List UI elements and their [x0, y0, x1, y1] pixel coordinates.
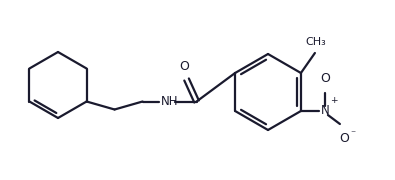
Text: O: O [180, 60, 190, 73]
Text: ⁻: ⁻ [350, 129, 355, 139]
Text: +: + [330, 96, 337, 105]
Text: O: O [339, 132, 349, 145]
Text: N: N [320, 103, 329, 116]
Text: CH₃: CH₃ [306, 37, 326, 47]
Text: O: O [320, 72, 330, 85]
Text: NH: NH [161, 95, 178, 108]
